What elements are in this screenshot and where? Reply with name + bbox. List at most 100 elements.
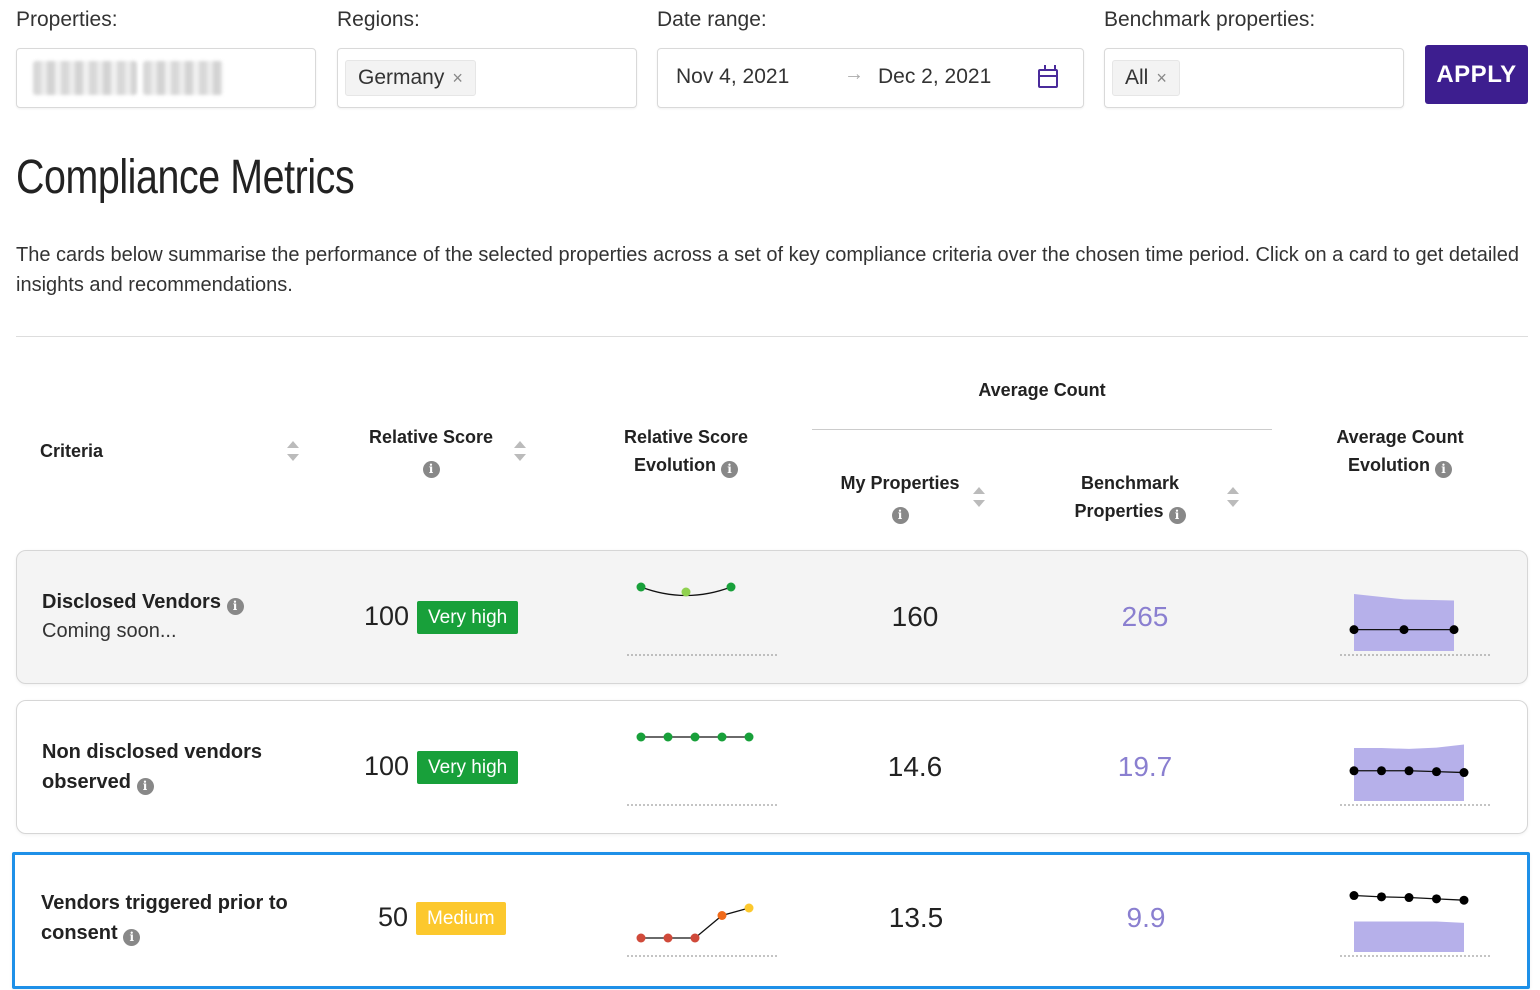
info-icon[interactable]: i — [136, 778, 154, 795]
sort-icon[interactable] — [1227, 487, 1239, 507]
benchmark-tag-label: All — [1125, 66, 1149, 89]
sparkline-point — [1349, 891, 1359, 901]
arrow-right-icon: → — [844, 63, 864, 85]
relative-score-value: 100 — [363, 751, 409, 781]
sparkline-point — [717, 732, 727, 742]
criteria-card-disclosed-vendors[interactable]: Disclosed Vendors i Coming soon... 100 V… — [16, 550, 1528, 684]
sparkline-point — [1404, 766, 1414, 776]
column-header-criteria: Criteria — [40, 441, 104, 461]
date-start-input[interactable]: Nov 4, 2021 — [676, 65, 790, 88]
sparkline-point — [726, 582, 736, 592]
sparkline-point — [636, 732, 646, 742]
benchmark-value: 265 — [1121, 601, 1169, 632]
average-count-sparkline — [1340, 744, 1490, 806]
column-header-relative-score: Relative Score i — [331, 423, 531, 479]
info-icon[interactable]: i — [123, 929, 141, 946]
column-header-label: My Properties — [840, 473, 960, 493]
sparkline-point — [1377, 766, 1386, 776]
relative-score-value: 50 — [377, 902, 408, 932]
average-count-sparkline — [1340, 891, 1490, 957]
sparkline-point — [690, 933, 700, 943]
info-icon[interactable]: i — [226, 598, 244, 615]
column-header-label: Relative Score — [623, 427, 749, 447]
info-icon[interactable]: i — [891, 507, 909, 524]
info-icon[interactable]: i — [721, 461, 738, 478]
page-title: Compliance Metrics — [16, 151, 355, 204]
sort-icon[interactable] — [287, 441, 299, 461]
sparkline-point — [1349, 625, 1359, 635]
sparkline-point — [744, 732, 754, 742]
average-count-sparkline — [1340, 593, 1490, 656]
my-properties-value: 160 — [891, 601, 939, 632]
sparkline-point — [1432, 894, 1441, 904]
criteria-card-non-disclosed-vendors[interactable]: Non disclosed vendors observed i 100 Ver… — [16, 700, 1528, 834]
properties-label: Properties: — [16, 8, 118, 31]
criteria-name: Disclosed Vendors i — [42, 587, 244, 617]
criteria-name: Non disclosed vendors observed i — [42, 737, 262, 797]
sparkline-point — [1399, 625, 1409, 635]
column-header-label: Evolution — [1347, 455, 1430, 475]
sparkline-point — [744, 903, 754, 913]
my-properties-value: 14.6 — [887, 751, 943, 782]
date-range-label: Date range: — [657, 8, 767, 31]
column-group-divider — [812, 429, 1272, 430]
sparkline-point — [717, 911, 727, 920]
divider — [16, 336, 1528, 337]
criteria-name-text: observed — [42, 771, 131, 793]
properties-select[interactable] — [16, 48, 316, 108]
date-end-input[interactable]: Dec 2, 2021 — [878, 65, 992, 88]
criteria-name-text: Vendors triggered prior to — [41, 892, 288, 914]
page-description: The cards below summarise the performanc… — [16, 244, 1519, 296]
criteria-name: Vendors triggered prior to consent i — [41, 888, 288, 948]
sparkline-point — [636, 933, 646, 943]
column-header-my-properties: My Properties i — [800, 469, 1000, 525]
column-header-label: Properties — [1074, 501, 1164, 521]
sort-icon[interactable] — [973, 487, 985, 507]
regions-label: Regions: — [337, 8, 420, 31]
benchmark-value: 19.7 — [1117, 751, 1173, 782]
sort-icon[interactable] — [514, 441, 526, 461]
column-header-label: Benchmark — [1080, 473, 1180, 493]
my-properties-value: 13.5 — [888, 902, 944, 933]
sparkline-point — [663, 933, 673, 943]
column-header-benchmark-properties: Benchmark Properties i — [1030, 469, 1230, 525]
sparkline-point — [681, 587, 691, 597]
region-tag: Germany × — [345, 60, 476, 96]
criteria-card-vendors-triggered-prior-to-consent[interactable]: Vendors triggered prior to consent i 50 … — [12, 852, 1530, 989]
sparkline-benchmark-area — [1354, 921, 1464, 952]
apply-button[interactable]: APPLY — [1425, 45, 1528, 104]
score-level-badge: Very high — [417, 751, 519, 784]
criteria-name-text: consent — [41, 922, 118, 944]
score-level-badge: Medium — [416, 902, 506, 935]
sparkline-point — [1459, 768, 1469, 778]
column-header-average-count-evolution: Average Count Evolution i — [1300, 423, 1500, 479]
sparkline-point — [1449, 625, 1459, 635]
criteria-name-text: Disclosed Vendors — [42, 591, 221, 613]
property-tag-redacted — [143, 61, 223, 95]
criteria-name-text: Non disclosed vendors — [42, 741, 263, 763]
column-header-label: Evolution — [633, 455, 716, 475]
relative-score-value: 100 — [363, 601, 409, 631]
regions-select[interactable]: Germany × — [337, 48, 637, 108]
column-group-average-count: Average Count — [978, 380, 1106, 400]
date-range-picker[interactable]: Nov 4, 2021 → Dec 2, 2021 — [657, 48, 1084, 108]
sparkline-point — [690, 732, 700, 742]
benchmark-properties-label: Benchmark properties: — [1104, 8, 1316, 31]
sparkline-benchmark-area — [1354, 593, 1454, 651]
info-icon[interactable]: i — [1168, 507, 1186, 524]
remove-benchmark-icon[interactable]: × — [1156, 67, 1167, 88]
column-header-label: Average Count — [1336, 427, 1464, 447]
remove-region-icon[interactable]: × — [452, 67, 463, 88]
sparkline-point — [663, 732, 673, 742]
column-header-relative-score-evolution: Relative Score Evolution i — [586, 423, 786, 479]
info-icon[interactable]: i — [422, 461, 440, 478]
relative-score-sparkline — [627, 582, 777, 656]
benchmark-tag: All × — [1112, 60, 1180, 96]
column-header-label: Relative Score — [368, 427, 494, 447]
calendar-icon[interactable] — [1038, 65, 1058, 88]
region-tag-label: Germany — [358, 66, 445, 89]
benchmark-value: 9.9 — [1126, 902, 1166, 933]
benchmark-properties-select[interactable]: All × — [1104, 48, 1404, 108]
relative-score-sparkline — [627, 903, 777, 957]
info-icon[interactable]: i — [1435, 461, 1452, 478]
